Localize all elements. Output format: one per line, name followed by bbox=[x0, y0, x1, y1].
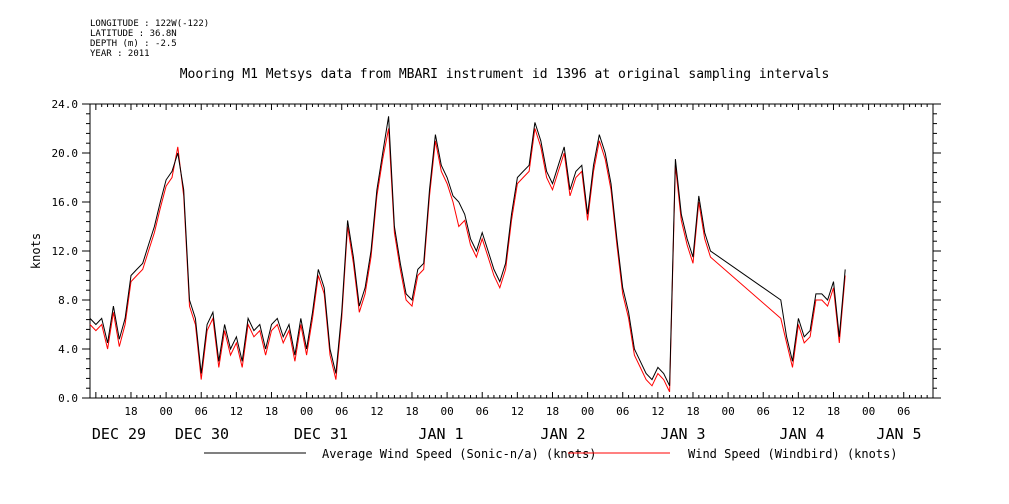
legend-label-windbird: Wind Speed (Windbird) (knots) bbox=[688, 447, 898, 461]
y-tick-label: 16.0 bbox=[52, 196, 79, 209]
meta-longitude: LONGITUDE : 122W(-122) bbox=[90, 19, 210, 29]
x-day-label: JAN 4 bbox=[779, 425, 824, 443]
x-hour-label: 00 bbox=[862, 405, 875, 418]
x-hour-label: 12 bbox=[370, 405, 383, 418]
x-day-label: DEC 29 bbox=[92, 425, 146, 443]
meta-latitude: LATITUDE : 36.8N bbox=[90, 29, 177, 39]
series-line bbox=[89, 128, 846, 393]
x-hour-label: 18 bbox=[124, 405, 137, 418]
x-day-label: DEC 31 bbox=[294, 425, 348, 443]
x-hour-label: 00 bbox=[721, 405, 734, 418]
x-hour-label: 06 bbox=[897, 405, 910, 418]
chart-title: Mooring M1 Metsys data from MBARI instru… bbox=[179, 67, 830, 82]
x-hour-label: 12 bbox=[792, 405, 805, 418]
x-day-label: JAN 5 bbox=[876, 425, 921, 443]
x-hour-label: 18 bbox=[405, 405, 418, 418]
x-hour-label: 06 bbox=[195, 405, 208, 418]
y-tick-label: 12.0 bbox=[52, 245, 79, 258]
meta-depth: DEPTH (m) : -2.5 bbox=[90, 39, 177, 49]
y-tick-label: 24.0 bbox=[52, 98, 79, 111]
x-hour-label: 18 bbox=[546, 405, 559, 418]
plot-frame bbox=[89, 103, 934, 399]
x-hour-label: 12 bbox=[230, 405, 243, 418]
x-day-label: JAN 1 bbox=[418, 425, 463, 443]
meta-year: YEAR : 2011 bbox=[90, 49, 150, 59]
x-hour-label: 06 bbox=[335, 405, 348, 418]
x-hour-label: 00 bbox=[300, 405, 313, 418]
x-day-label: JAN 3 bbox=[660, 425, 705, 443]
x-hour-label: 12 bbox=[651, 405, 664, 418]
y-tick-label: 4.0 bbox=[58, 343, 78, 356]
y-tick-label: 20.0 bbox=[52, 147, 79, 160]
x-day-label: JAN 2 bbox=[540, 425, 585, 443]
series-line bbox=[89, 116, 846, 387]
x-hour-label: 18 bbox=[827, 405, 840, 418]
y-axis-label: knots bbox=[29, 233, 43, 269]
metadata-block: LONGITUDE : 122W(-122) LATITUDE : 36.8N … bbox=[90, 19, 209, 59]
x-hour-label: 06 bbox=[476, 405, 489, 418]
x-hour-label: 00 bbox=[440, 405, 453, 418]
y-tick-label: 0.0 bbox=[58, 392, 78, 405]
y-tick-label: 8.0 bbox=[58, 294, 78, 307]
x-hour-label: 00 bbox=[159, 405, 172, 418]
x-hour-label: 12 bbox=[511, 405, 524, 418]
x-hour-label: 18 bbox=[686, 405, 699, 418]
x-hour-label: 18 bbox=[265, 405, 278, 418]
x-hour-label: 06 bbox=[757, 405, 770, 418]
legend-label-average: Average Wind Speed (Sonic-n/a) (knots) bbox=[322, 447, 597, 461]
x-hour-label: 06 bbox=[616, 405, 629, 418]
x-hour-label: 00 bbox=[581, 405, 594, 418]
x-day-label: DEC 30 bbox=[175, 425, 229, 443]
